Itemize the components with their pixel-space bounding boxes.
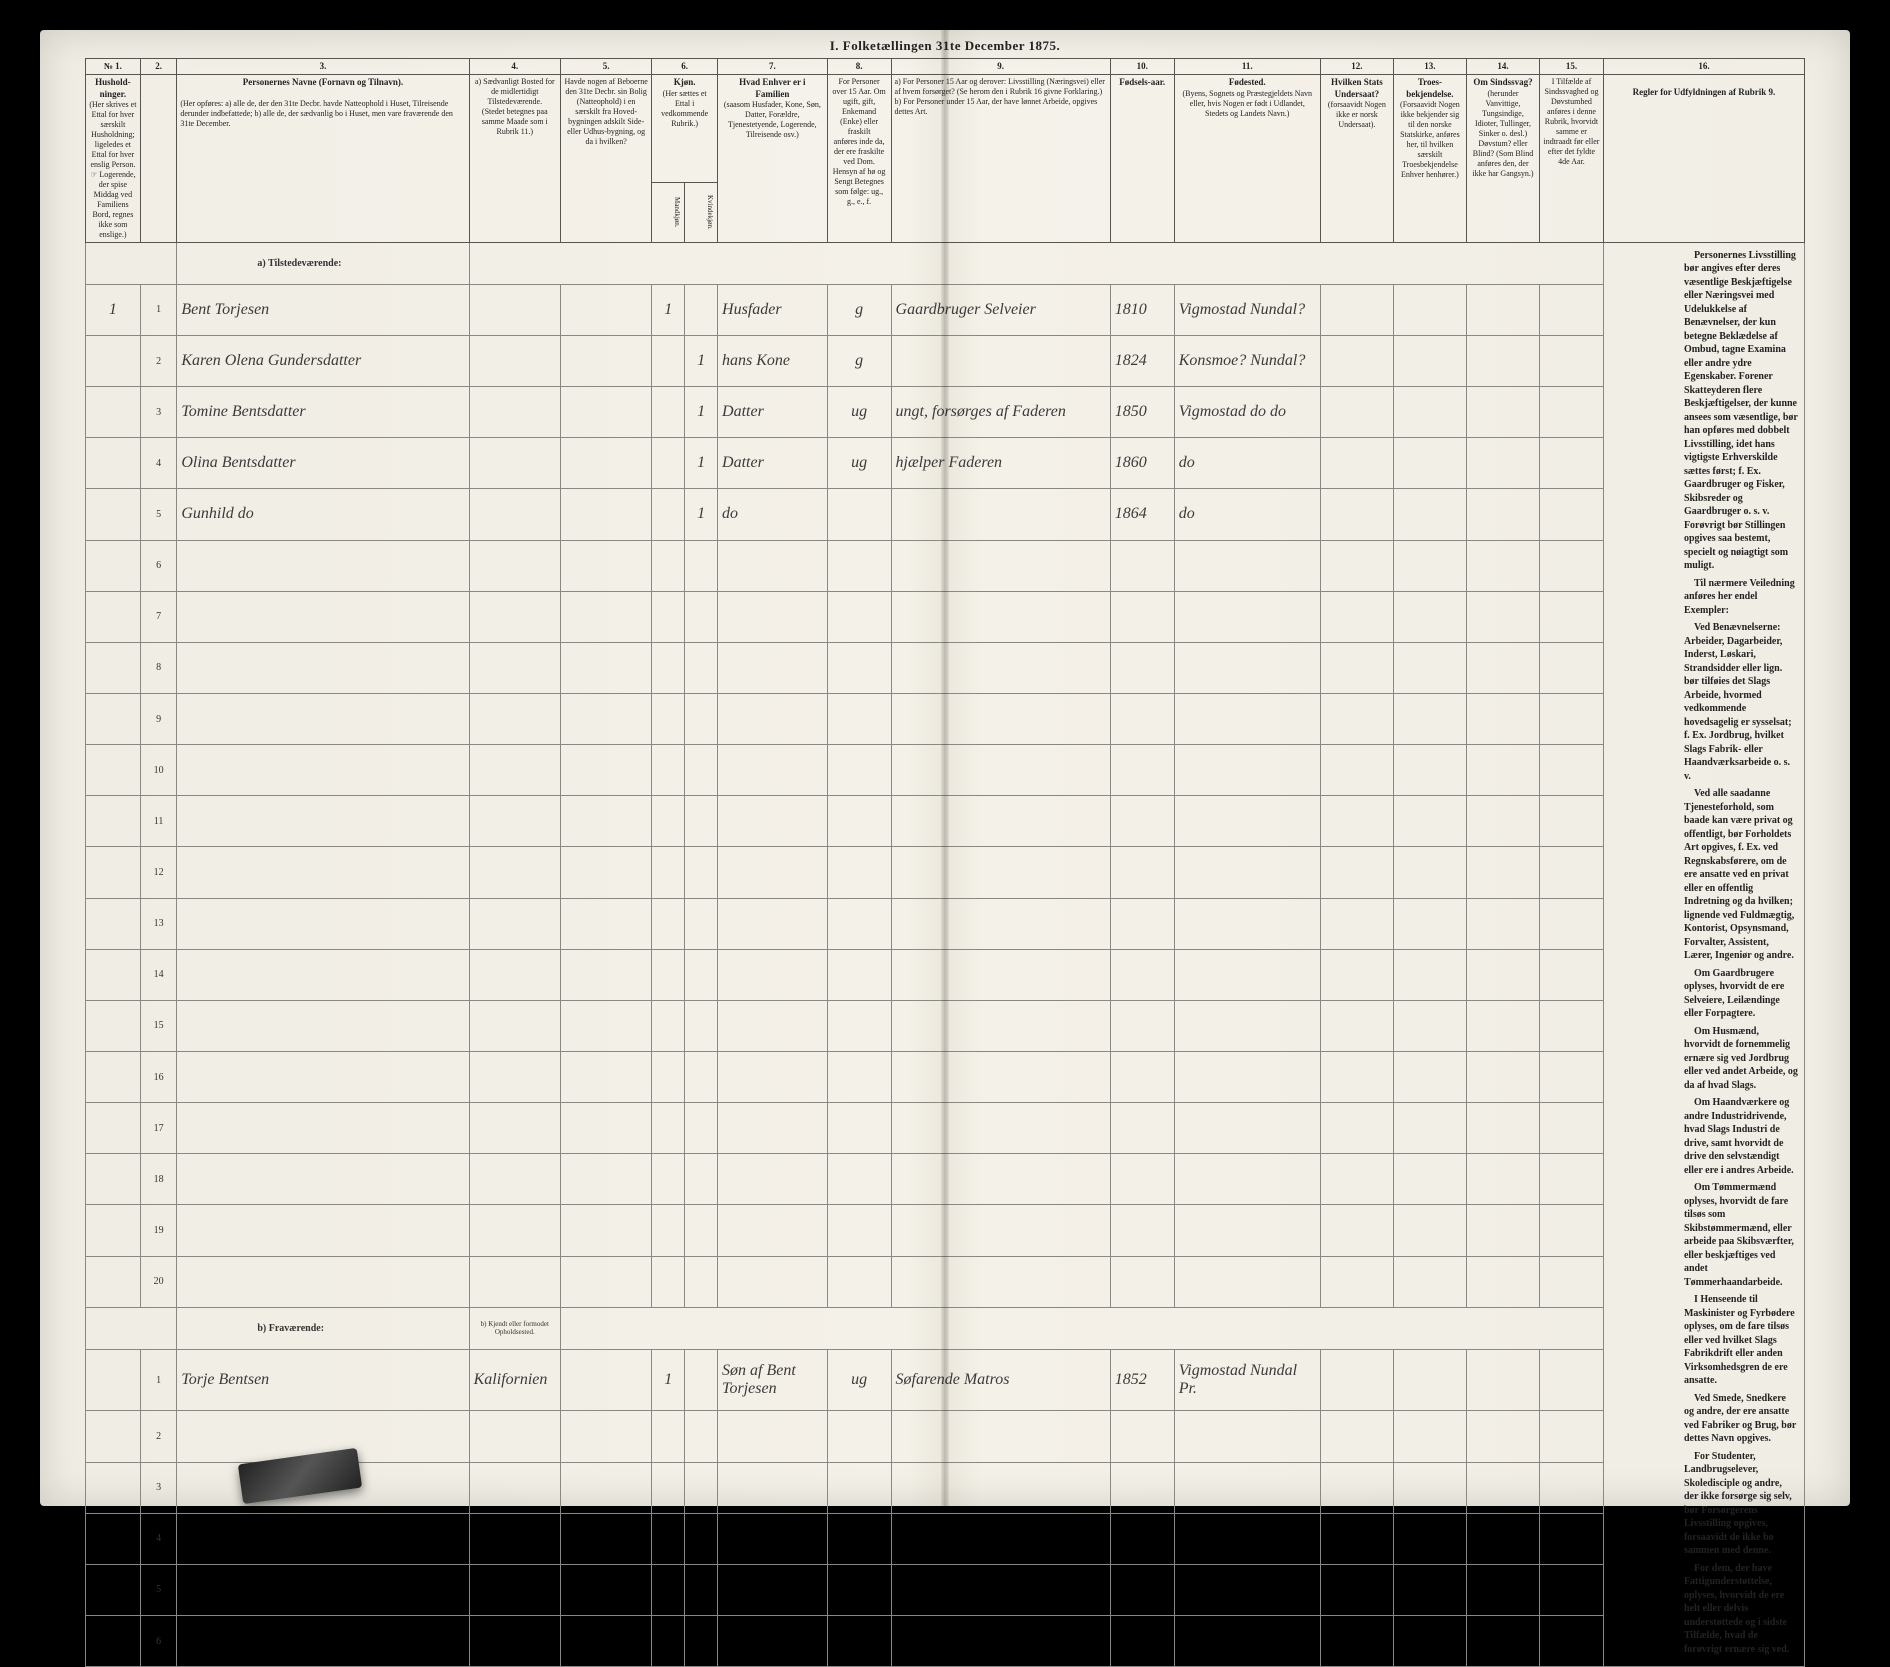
- col-1-header: № 1. Hushold- ninger. (Her skrives et Et…: [86, 59, 141, 243]
- paper-sheet: I. Folketællingen 31te December 1875. № …: [40, 30, 1850, 1506]
- col-14-header: 14. Om Sindssvag? (herunder Vanvittige, …: [1466, 59, 1539, 243]
- table-row: 5: [86, 1564, 1805, 1615]
- col-16-header: 16. Regler for Udfyldningen af Rubrik 9.: [1603, 59, 1804, 243]
- col-6b-header: Kvindekjøn.: [685, 182, 718, 242]
- col-4-header: 4. a) Sædvanligt Bosted for de midlertid…: [469, 59, 560, 243]
- col-13-header: 13. Troes-bekjendelse. (Forsaavidt Nogen…: [1393, 59, 1466, 243]
- col-9-header: 9. a) For Personer 15 Aar og derover: Li…: [891, 59, 1110, 243]
- col-2-header: 2.: [140, 59, 177, 243]
- col-7-header: 7. Hvad Enhver er i Familien (saasom Hus…: [718, 59, 828, 243]
- col-8-header: 8. For Personer over 15 Aar. Om ugift, g…: [827, 59, 891, 243]
- col-10-header: 10. Fødsels-aar.: [1110, 59, 1174, 243]
- page-root: I. Folketællingen 31te December 1875. № …: [0, 0, 1890, 1536]
- table-row: 4: [86, 1513, 1805, 1564]
- table-row: 6: [86, 1616, 1805, 1667]
- col-5-header: 5. Havde nogen af Beboerne den 31te Decb…: [560, 59, 651, 243]
- col-15-header: 15. I Tilfælde af Sindssvaghed og Døvstu…: [1540, 59, 1604, 243]
- col-11-header: 11. Fødested. (Byens, Sognets og Præsteg…: [1174, 59, 1320, 243]
- col-3-header: 3. Personernes Navne (Fornavn og Tilnavn…: [177, 59, 469, 243]
- col-12-header: 12. Hvilken Stats Undersaat? (forsaavidt…: [1320, 59, 1393, 243]
- col-6a-header: Mandkjøn.: [652, 182, 685, 242]
- col-6-header: 6. Kjøn. (Her sættes et Ettal i vedkomme…: [652, 59, 718, 183]
- instructions-cell: Personernes Livsstilling bør angives eft…: [1603, 242, 1804, 1667]
- center-fold: [941, 30, 949, 1506]
- section-absent-label: b) Fraværende:: [177, 1307, 469, 1349]
- section-present-label: a) Tilstedeværende:: [177, 242, 469, 284]
